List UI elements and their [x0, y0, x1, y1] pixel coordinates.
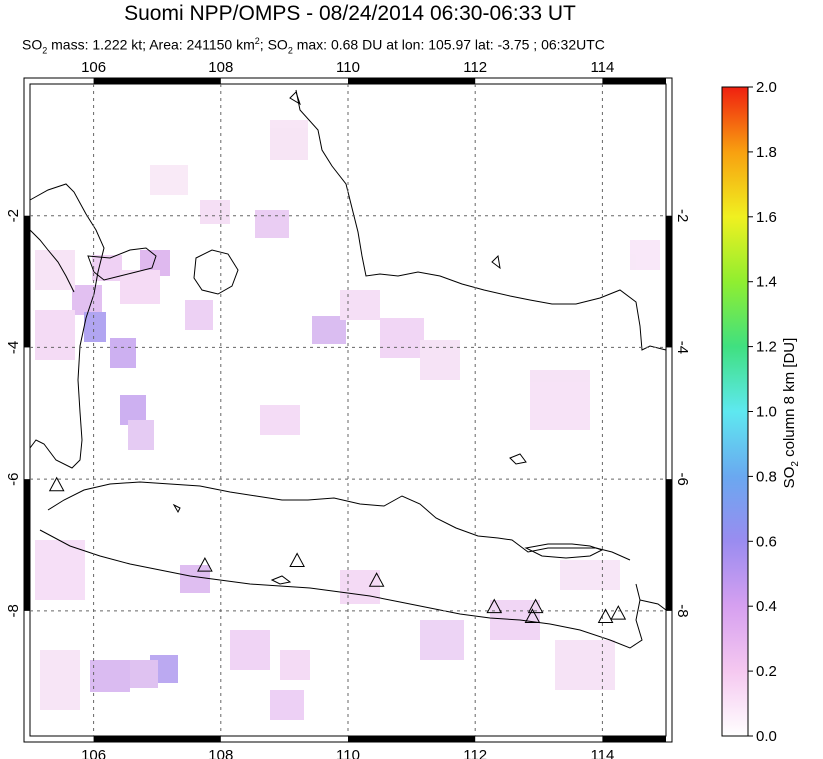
colorbar-tick-label: 2.0: [756, 79, 777, 96]
lon-labels-top: 106 108 110 112 114: [81, 59, 614, 76]
volcano-marker: [524, 608, 541, 623]
volcano-marker: [289, 552, 305, 567]
colorbar-ticks: 2.0 1.8 1.6 1.4 1.2 1.0 0.8 0.6 0.4 0.2 0.0: [748, 79, 777, 745]
frame-seg-left: [24, 215, 30, 348]
lat-tick-right: -4: [674, 341, 691, 354]
frame-seg-top: [93, 78, 221, 84]
svg-text:SO2 column 8 km [DU]: SO2 column 8 km [DU]: [781, 338, 801, 489]
frame-seg-right: [666, 215, 672, 348]
volcano-markers: [48, 476, 627, 623]
lat-labels-right: -2 -4 -6 -8: [674, 209, 691, 617]
gridlines: [30, 84, 666, 736]
volcano-marker: [48, 476, 65, 492]
frame-seg-top: [602, 78, 666, 84]
lon-tick-top: 114: [590, 59, 614, 76]
frame-outline: [23, 77, 673, 743]
colorbar-tick-label: 1.8: [756, 144, 777, 161]
colorbar-tick-label: 1.0: [756, 404, 777, 421]
frame-seg-bottom: [602, 736, 666, 742]
lat-tick-right: -8: [674, 604, 691, 617]
colorbar-tick-label: 0.2: [756, 663, 777, 680]
map-title: Suomi NPP/OMPS - 08/24/2014 06:30-06:33 …: [124, 2, 576, 25]
lon-tick-top: 110: [336, 59, 360, 76]
colorbar-tick-label: 1.2: [756, 339, 777, 356]
lon-tick-bottom: 112: [463, 747, 487, 759]
frame-seg-bottom: [348, 736, 476, 742]
volcano-marker: [197, 557, 213, 572]
lat-tick-left: -6: [5, 472, 22, 485]
colorbar: 2.0 1.8 1.6 1.4 1.2 1.0 0.8 0.6 0.4 0.2 0.0: [721, 79, 777, 745]
lon-tick-top: 112: [463, 59, 487, 76]
frame-seg-top: [348, 78, 476, 84]
so2-pixels: [35, 120, 660, 720]
colorbar-tick-label: 0.4: [756, 598, 777, 615]
lon-tick-top: 108: [208, 59, 233, 76]
lon-labels-bottom: 106 108 110 112 114: [81, 747, 614, 759]
map-panel: 106 108 110 112 114 106 108 110 112 114 -2 -4 -6 -8…: [5, 59, 691, 759]
frame-seg-left: [24, 479, 30, 611]
colorbar-tick-label: 0.0: [756, 728, 777, 745]
volcano-marker: [527, 598, 544, 614]
frame-seg-right: [666, 479, 672, 611]
lat-tick-left: -2: [5, 209, 22, 222]
lon-tick-bottom: 110: [336, 747, 360, 759]
colorbar-label: SO2 column 8 km [DU]: [772, 88, 822, 738]
lon-tick-bottom: 108: [208, 747, 233, 759]
frame-seg-bottom: [93, 736, 221, 742]
lat-labels-left: -2 -4 -6 -8: [5, 209, 22, 617]
volcano-marker: [486, 598, 503, 614]
volcano-marker: [597, 608, 614, 623]
colorbar-tick-label: 1.6: [756, 209, 777, 226]
map-subtitle: SO2 mass: 1.222 kt; Area: 241150 km2; SO…: [22, 36, 605, 56]
lon-tick-bottom: 114: [590, 747, 614, 759]
colorbar-tick-label: 0.8: [756, 468, 777, 485]
lat-tick-left: -8: [5, 604, 22, 617]
volcano-marker: [368, 572, 385, 587]
lat-tick-right: -2: [674, 209, 691, 222]
volcano-marker: [610, 605, 627, 620]
lon-tick-top: 106: [81, 59, 106, 76]
colorbar-tick-label: 1.4: [756, 274, 777, 291]
coastlines: [29, 89, 667, 649]
frame-border: [23, 77, 673, 743]
lon-tick-bottom: 106: [81, 747, 106, 759]
lat-tick-right: -6: [674, 472, 691, 485]
colorbar-tick-label: 0.6: [756, 533, 777, 550]
colorbar-gradient: [721, 86, 749, 737]
lat-tick-left: -4: [5, 341, 22, 354]
